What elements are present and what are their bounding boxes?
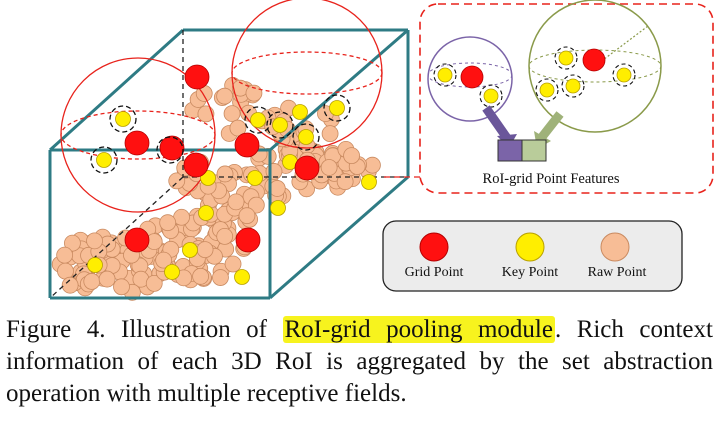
key-point — [292, 104, 308, 120]
inset-sample-points — [433, 46, 636, 108]
key-point-ring — [323, 94, 351, 122]
figure-illustration: RoI-grid Point Features Grid Point Key P… — [48, 0, 714, 301]
key-point-ring — [292, 123, 320, 151]
sampled-key-point-rings — [90, 94, 351, 174]
raw-point — [212, 269, 229, 286]
inset-key-point-ring — [433, 63, 457, 87]
caption-highlight: RoI-grid pooling module — [282, 316, 555, 343]
key-point — [87, 257, 103, 273]
inset-key-point — [539, 82, 555, 98]
raw-point — [343, 147, 360, 165]
raw-point — [57, 262, 74, 280]
key-point — [272, 117, 288, 133]
raw-point — [336, 173, 354, 191]
purple-feature-box — [497, 139, 523, 162]
receptive-field-spheres — [60, 0, 383, 213]
raw-point — [224, 255, 242, 273]
purple-sphere — [427, 36, 513, 122]
key-point — [250, 112, 266, 128]
raw-point — [61, 276, 79, 294]
inset-key-point-ring — [561, 74, 585, 98]
raw-point — [245, 84, 263, 102]
inset-key-point-ring — [479, 84, 503, 108]
raw-point — [216, 228, 234, 245]
raw-point — [321, 125, 339, 143]
raw-point — [227, 193, 245, 211]
inset-key-point-ring — [612, 63, 636, 87]
raw-point — [83, 273, 101, 290]
raw-point — [268, 180, 286, 197]
inset-key-point — [558, 50, 574, 66]
raw-point — [155, 251, 173, 269]
raw-point — [168, 172, 186, 190]
key-point — [270, 200, 286, 216]
raw-point — [196, 241, 214, 259]
inset-grid-point — [460, 65, 484, 89]
raw-point — [56, 246, 74, 264]
raw-point — [159, 214, 177, 232]
raw-point — [113, 278, 130, 296]
key-point — [329, 100, 345, 116]
grid-point — [159, 135, 185, 161]
key-point — [115, 111, 131, 127]
key-point — [198, 205, 214, 221]
key-point-ring — [244, 106, 272, 134]
inset-key-point — [565, 78, 581, 94]
inset-key-point-ring — [535, 78, 559, 102]
key-point — [361, 174, 377, 190]
key-point — [164, 264, 180, 280]
legend-grid-point: Grid Point — [405, 265, 464, 280]
raw-point — [320, 159, 338, 176]
raw-point — [64, 234, 81, 252]
figure-caption: Figure 4. Illustration of RoI-grid pooli… — [6, 314, 713, 410]
grid-point — [183, 152, 209, 178]
legend: Grid Point Key Point Raw Point — [382, 220, 683, 292]
green-feature-box — [521, 139, 547, 162]
raw-point — [238, 207, 256, 225]
grid-point — [294, 155, 320, 181]
caption-suffix: . Rich context information of each 3D Ro… — [6, 316, 713, 407]
key-point — [247, 170, 263, 186]
grid-point — [184, 64, 210, 90]
key-point-ring — [90, 146, 118, 174]
key-point — [96, 152, 112, 168]
raw-point — [223, 105, 241, 122]
caption-prefix: Figure 4. Illustration of — [6, 316, 283, 343]
raw-point — [247, 196, 265, 214]
legend-key-point: Key Point — [502, 265, 559, 280]
key-point — [182, 242, 198, 258]
grid-point — [124, 227, 150, 253]
inset-panel: RoI-grid Point Features — [419, 0, 714, 194]
key-point — [234, 269, 250, 285]
raw-point — [229, 119, 247, 137]
key-point-ring — [266, 111, 294, 139]
raw-point — [192, 267, 209, 285]
inset-key-point — [616, 67, 632, 83]
raw-point — [197, 105, 215, 123]
roi-3d-box — [48, 28, 410, 300]
inset-key-point — [437, 67, 453, 83]
raw-point — [145, 274, 163, 292]
legend-raw-point: Raw Point — [588, 265, 647, 280]
inset-key-point-ring — [554, 46, 578, 70]
inset-key-point — [483, 88, 499, 104]
inset-grid-point — [582, 48, 606, 72]
grid-point — [234, 132, 260, 158]
roi-box-hidden-edges — [49, 30, 408, 299]
key-point-ring — [109, 105, 137, 133]
grid-point — [124, 130, 150, 156]
raw-point — [86, 232, 103, 250]
key-point-ring — [156, 136, 184, 164]
grid-point — [235, 227, 261, 253]
raw-point — [216, 87, 234, 105]
grid-points — [124, 64, 320, 253]
raw-point — [98, 270, 116, 288]
inset-label: RoI-grid Point Features — [483, 171, 620, 187]
raw-point — [216, 165, 234, 183]
key-point — [298, 129, 314, 145]
